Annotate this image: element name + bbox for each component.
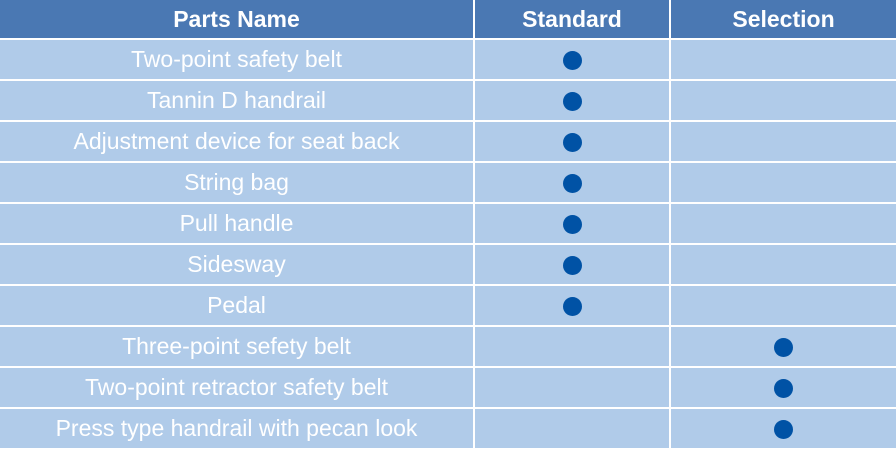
selection-cell [670,121,896,163]
part-name: String bag [0,162,475,204]
table-row: Pedal [0,285,896,327]
standard-cell [474,408,671,450]
selection-cell [670,367,896,409]
filled-circle-icon [774,379,793,399]
filled-circle-icon [562,215,582,235]
table-row: Two-point safety belt [0,39,896,81]
header-selection: Selection [670,0,896,40]
table-row: String bag [0,162,896,204]
filled-circle-icon [562,256,582,276]
standard-cell [474,367,671,409]
header-standard: Standard [474,0,671,40]
filled-circle-icon [774,420,793,440]
table-row: Three-point sefety belt [0,326,896,368]
part-name: Three-point sefety belt [0,326,475,368]
part-name: Two-point retractor safety belt [0,367,475,409]
filled-circle-icon [562,297,582,317]
filled-circle-icon [562,51,582,71]
selection-cell [670,39,896,81]
part-name: Sidesway [0,244,475,286]
selection-cell [670,285,896,327]
selection-cell [670,408,896,450]
selection-cell [670,162,896,204]
part-name: Two-point safety belt [0,39,475,81]
filled-circle-icon [562,92,582,112]
table-row: Adjustment device for seat back [0,121,896,163]
standard-cell [474,121,671,163]
table-row: Tannin D handrail [0,80,896,122]
selection-cell [670,80,896,122]
table-row: Sidesway [0,244,896,286]
table-row: Pull handle [0,203,896,245]
standard-cell [474,326,671,368]
table-row: Two-point retractor safety belt [0,367,896,409]
standard-cell [474,39,671,81]
header-row: Parts Name Standard Selection [0,0,896,40]
selection-cell [670,326,896,368]
part-name: Pedal [0,285,475,327]
standard-cell [474,162,671,204]
part-name: Pull handle [0,203,475,245]
selection-cell [670,203,896,245]
filled-circle-icon [774,338,793,358]
part-name: Tannin D handrail [0,80,475,122]
standard-cell [474,203,671,245]
part-name: Press type handrail with pecan look [0,408,475,450]
selection-cell [670,244,896,286]
standard-cell [474,244,671,286]
filled-circle-icon [562,133,582,153]
filled-circle-icon [562,174,582,194]
standard-cell [474,80,671,122]
part-name: Adjustment device for seat back [0,121,475,163]
table-row: Press type handrail with pecan look [0,408,896,450]
header-parts-name: Parts Name [0,0,475,40]
standard-cell [474,285,671,327]
